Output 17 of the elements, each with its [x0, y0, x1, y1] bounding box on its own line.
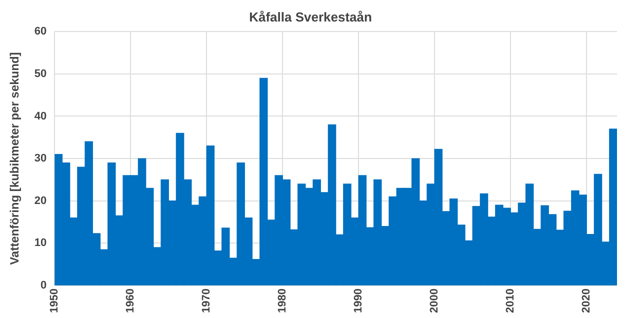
y-tick-label: 40: [34, 110, 47, 122]
y-tick-label: 10: [34, 237, 47, 250]
x-tick-label: 1960: [124, 288, 137, 314]
x-tick-label: 1980: [276, 288, 289, 314]
y-tick-label: 0: [40, 280, 47, 292]
x-tick-label: 2000: [428, 288, 441, 314]
y-tick-label: 50: [34, 68, 47, 80]
y-tick-label: 30: [34, 152, 47, 165]
y-tick-label: 20: [34, 194, 47, 207]
x-tick-label: 2020: [580, 288, 593, 314]
chart-title: Kåfalla Sverkestaån: [249, 9, 372, 24]
x-tick-label: 1990: [352, 288, 365, 314]
x-tick-label: 1970: [200, 288, 213, 314]
y-tick-label: 60: [34, 26, 47, 38]
y-axis-title: Vattenföring [kubikmeter per sekund]: [8, 52, 22, 265]
x-tick-label: 1950: [48, 288, 61, 314]
x-tick-label: 2010: [504, 288, 517, 314]
